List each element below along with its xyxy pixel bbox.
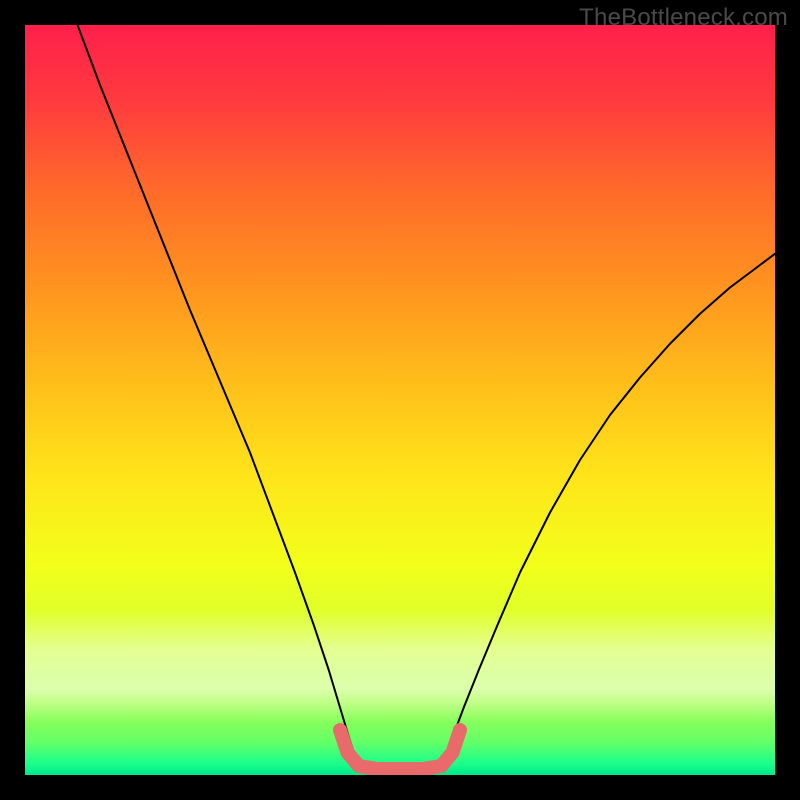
chart-frame: TheBottleneck.com [0,0,800,800]
pale-band [25,610,775,723]
watermark-text: TheBottleneck.com [579,4,788,32]
chart-svg [25,25,775,775]
plot-area [25,25,775,775]
